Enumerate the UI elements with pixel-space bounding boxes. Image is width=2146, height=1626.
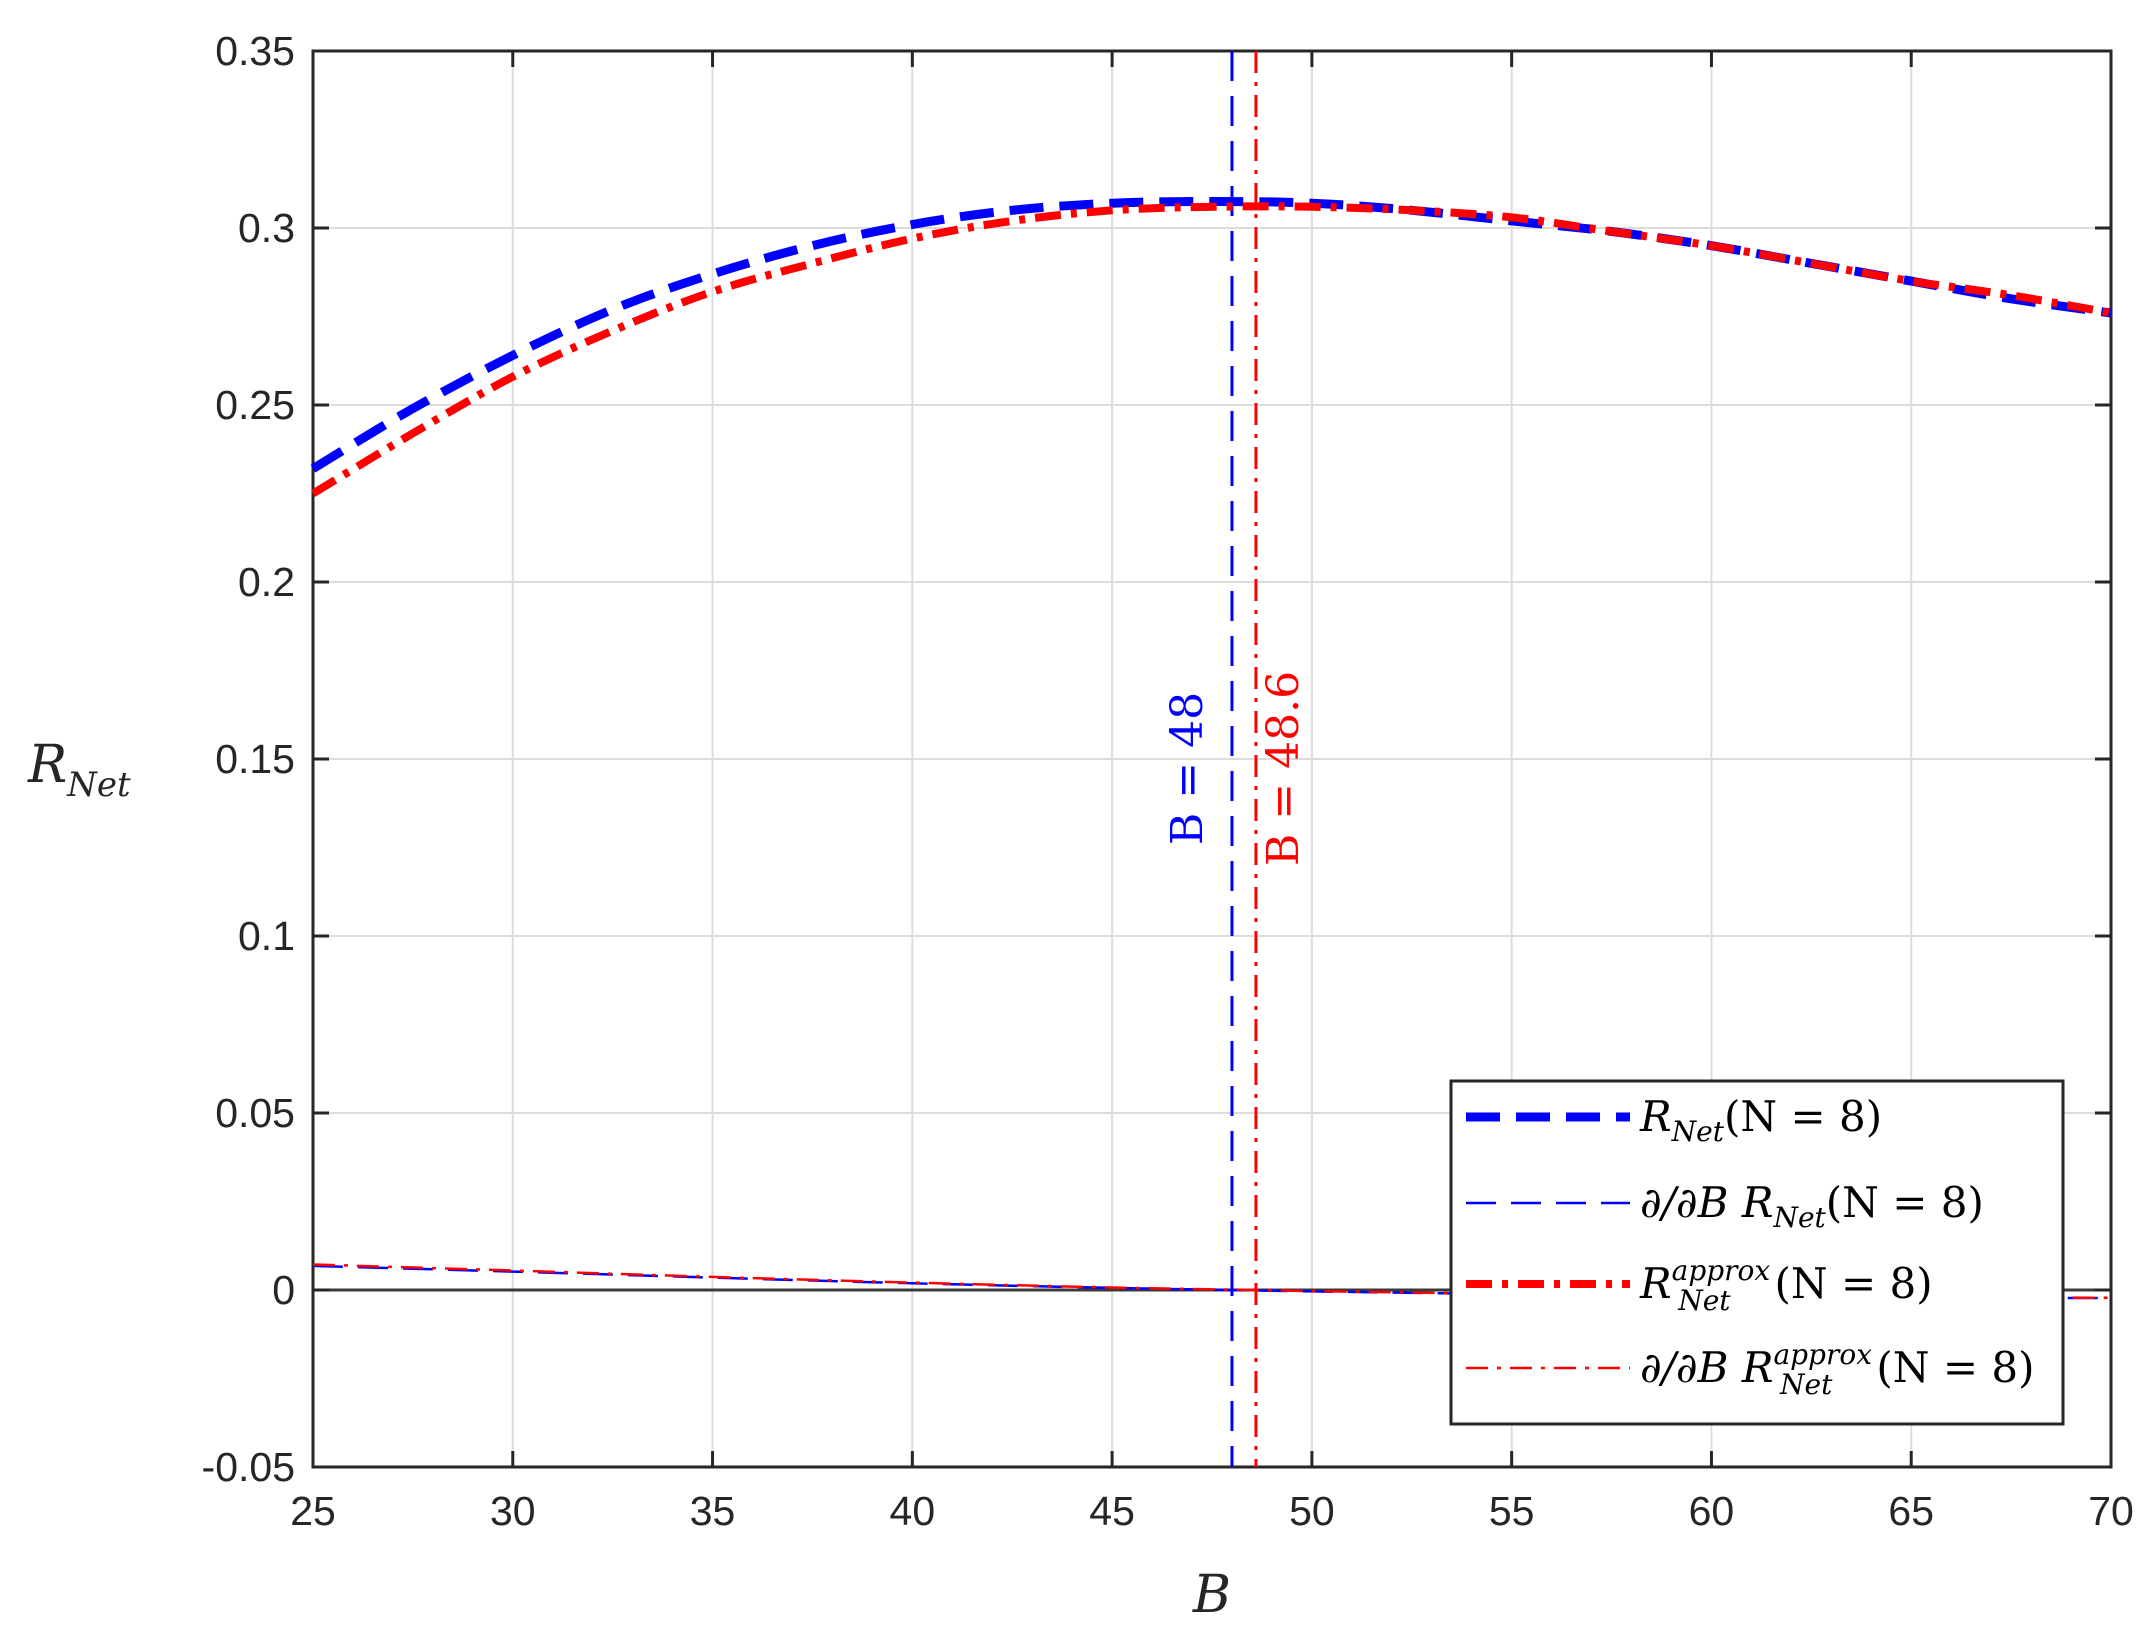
legend-subscript: Net [1772,1201,1826,1234]
vertical-marker-label: B = 48.6 [1258,671,1309,866]
y-tick-label: 0.15 [215,736,295,782]
y-axis-label: RNet [27,735,131,805]
legend-argument: (N = 8) [1876,1343,2034,1392]
legend-entry-label: ∂/∂B RNet(N = 8) [1640,1178,1984,1234]
x-axis-label: B [1192,1565,1231,1625]
tick-labels: 25 30 35 40 45 50 55 60 65 70 -0.05 0 0.05 0.1 0.15 0.2… [202,28,2134,1534]
y-axis-label-main: R [27,735,67,795]
series-group [310,196,2112,1300]
y-tick-label: 0.1 [238,913,295,959]
y-tick-label: 0.25 [215,382,295,428]
axis-ticks [311,49,2113,1469]
x-tick-label: 25 [290,1488,336,1534]
legend-entry-label: ∂/∂B Rapprox Net (N = 8) [1640,1338,2034,1401]
x-tick-label: 60 [1689,1488,1735,1534]
x-tick-label: 30 [490,1488,536,1534]
legend-entry-label: RNet(N = 8) [1639,1092,1882,1148]
x-tick-label: 40 [890,1488,936,1534]
y-tick-label: 0.2 [238,559,295,605]
legend-derivative: ∂/∂B [1640,1343,1742,1392]
legend-subscript: Net [1671,1115,1725,1148]
legend-derivative: ∂/∂B [1640,1178,1742,1227]
series-line-1 [310,196,2112,473]
y-tick-label: 0.35 [215,28,295,74]
x-tick-label: 45 [1089,1488,1135,1534]
x-tick-label: 65 [1888,1488,1934,1534]
vertical-marker-label: B = 48 [1162,692,1213,845]
x-tick-label: 70 [2088,1488,2134,1534]
legend-argument: (N = 8) [1775,1259,1933,1308]
legend-argument: (N = 8) [1826,1178,1984,1227]
legend-symbol: R [1639,1092,1672,1141]
x-tick-label: 35 [690,1488,736,1534]
legend-symbol: R [1639,1259,1672,1308]
series-line-3 [310,202,2112,497]
legend-superscript: approx [1672,1254,1771,1287]
x-tick-label: 50 [1289,1488,1335,1534]
legend-symbol: R [1741,1343,1774,1392]
legend: RNet(N = 8)∂/∂B RNet(N = 8)Rapprox Net (N … [1449,1079,2065,1426]
legend-entry-label: Rapprox Net (N = 8) [1639,1254,1933,1317]
y-tick-label: -0.05 [202,1444,295,1490]
y-axis-label-sub: Net [66,765,131,805]
legend-argument: (N = 8) [1724,1092,1882,1141]
y-tick-label: 0.05 [215,1090,295,1136]
series-line-4 [312,1263,2112,1300]
legend-symbol: R [1741,1178,1774,1227]
vertical-markers: B = 48 B = 48.6 [1162,51,1309,1467]
legend-subscript: Net [1779,1368,1833,1401]
legend-subscript: Net [1677,1284,1731,1317]
y-tick-label: 0 [272,1267,295,1313]
legend-box [1449,1079,2065,1426]
x-tick-label: 55 [1489,1488,1535,1534]
legend-superscript: approx [1773,1338,1872,1371]
y-tick-label: 0.3 [238,205,295,251]
